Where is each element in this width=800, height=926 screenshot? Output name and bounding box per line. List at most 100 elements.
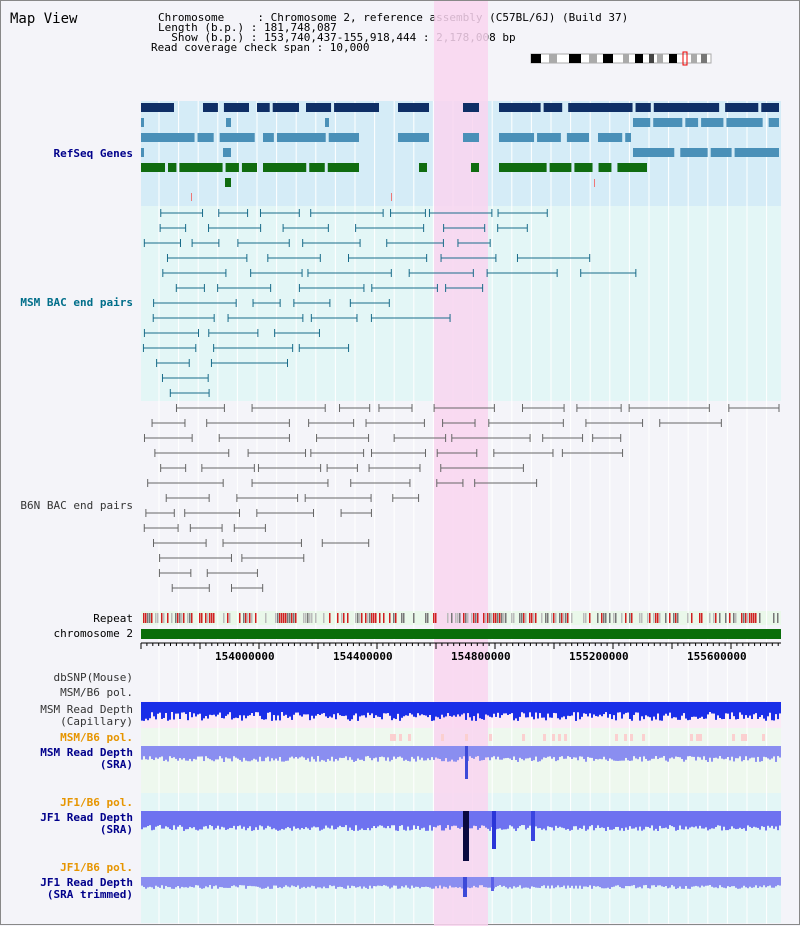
repeat-mark <box>729 613 731 623</box>
jf1-sra-depth-bar <box>575 811 577 827</box>
jf1-trimmed-depth-bar <box>749 877 751 887</box>
jf1-sra-depth-bar <box>603 811 605 829</box>
repeat-mark <box>155 613 157 623</box>
msm-sra-depth-bar <box>511 746 513 761</box>
jf1-sra-depth-bar <box>769 811 771 828</box>
msm-sra-depth-bar <box>193 746 195 759</box>
jf1-sra-depth-bar <box>377 811 379 827</box>
repeat-mark <box>161 613 163 623</box>
jf1-trimmed-depth-bar <box>229 877 231 888</box>
msm-capillary-depth-bar <box>547 702 549 714</box>
jf1-sra-depth-bar <box>755 811 757 828</box>
msm-capillary-depth-bar <box>685 702 687 719</box>
msm-sra-depth-bar <box>615 746 617 761</box>
msm-capillary-depth-bar <box>625 702 627 713</box>
repeat-mark <box>519 613 521 623</box>
msm-sra-depth-bar <box>619 746 621 761</box>
msm-capillary-depth-bar <box>151 702 153 713</box>
repeat-mark <box>227 613 229 623</box>
jf1-trimmed-depth-bar <box>771 877 773 888</box>
msm-capillary-depth-bar <box>161 702 163 719</box>
msm-sra-depth-bar <box>429 746 431 761</box>
msm-capillary-depth-bar <box>711 702 713 714</box>
jf1-trimmed-depth-bar <box>301 877 303 888</box>
jf1-sra-depth-bar <box>499 811 501 829</box>
msm-b6-pol-heat-2 <box>465 734 468 741</box>
msm-capillary-depth-bar <box>291 702 293 720</box>
msm-sra-depth-bar <box>399 746 401 757</box>
repeat-mark <box>487 613 489 623</box>
msm-capillary-depth-bar <box>751 702 753 720</box>
refseq-gene-block <box>598 133 623 142</box>
msm-sra-depth-bar <box>357 746 359 759</box>
msm-capillary-depth-bar <box>313 702 315 719</box>
jf1-trimmed-depth-bar <box>461 877 463 889</box>
msm-capillary-depth-bar <box>529 702 531 713</box>
msm-capillary-depth-bar <box>393 702 395 719</box>
jf1-trimmed-depth-bar <box>435 877 437 887</box>
repeat-mark <box>277 613 279 623</box>
jf1-sra-depth-bar <box>437 811 439 826</box>
jf1-trimmed-depth-bar <box>321 877 323 889</box>
msm-capillary-depth-bar <box>761 702 763 716</box>
msm-sra-depth-bar <box>267 746 269 757</box>
msm-sra-depth-bar <box>713 746 715 758</box>
msm-capillary-depth-bar <box>639 702 641 721</box>
msm-sra-depth-bar <box>499 746 501 760</box>
msm-capillary-depth-bar <box>359 702 361 717</box>
msm-sra-depth-bar <box>705 746 707 761</box>
msm-capillary-depth-bar <box>731 702 733 713</box>
msm-capillary-depth-bar <box>283 702 285 716</box>
jf1-trimmed-depth-bar <box>685 877 687 886</box>
msm-capillary-depth-bar <box>201 702 203 721</box>
msm-sra-depth-bar <box>461 746 463 759</box>
jf1-trimmed-depth-bar <box>655 877 657 888</box>
msm-sra-depth-bar <box>611 746 613 760</box>
msm-capillary-depth-bar <box>187 702 189 721</box>
msm-capillary-depth-bar <box>347 702 349 720</box>
jf1-trimmed-depth-bar <box>241 877 243 886</box>
jf1-sra-depth-bar <box>231 811 233 829</box>
jf1-trimmed-depth-bar <box>745 877 747 888</box>
jf1-sra-depth-bar <box>523 811 525 826</box>
jf1-trimmed-depth-bar <box>225 877 227 888</box>
jf1-sra-depth-bar <box>361 811 363 829</box>
jf1-sra-depth-bar <box>215 811 217 829</box>
msm-sra-depth-bar <box>319 746 321 762</box>
repeat-mark <box>609 613 611 623</box>
jf1-sra-depth-bar <box>671 811 673 827</box>
jf1-trimmed-depth-bar <box>743 877 745 886</box>
jf1-trimmed-depth-bar <box>481 877 483 886</box>
msm-capillary-depth-bar <box>723 702 725 719</box>
refseq-gene-block <box>226 118 231 127</box>
jf1-sra-depth-bar <box>263 811 265 830</box>
repeat-mark <box>545 613 547 623</box>
axis-tick-label: 154800000 <box>451 650 511 663</box>
msm-capillary-depth-bar <box>471 702 473 721</box>
msm-capillary-depth-bar <box>669 702 671 713</box>
msm-capillary-depth-bar <box>483 702 485 720</box>
repeat-mark <box>291 613 293 623</box>
msm-capillary-depth-bar <box>351 702 353 720</box>
jf1-trimmed-depth-bar <box>581 877 583 889</box>
ideogram-band <box>649 54 654 63</box>
repeat-mark <box>281 613 283 623</box>
msm-capillary-depth-bar <box>195 702 197 717</box>
jf1-trimmed-depth-bar <box>681 877 683 889</box>
msm-capillary-depth-bar <box>585 702 587 714</box>
msm-sra-depth-bar <box>621 746 623 761</box>
jf1-sra-depth-bar <box>169 811 171 830</box>
jf1-trimmed-depth-bar <box>327 877 329 889</box>
jf1-sra-depth-bar <box>399 811 401 826</box>
repeat-mark <box>395 613 397 623</box>
jf1-trimmed-depth-bar <box>469 877 471 889</box>
jf1-trimmed-depth-bar <box>345 877 347 889</box>
msm-sra-depth-bar <box>567 746 569 757</box>
msm-sra-depth-bar <box>387 746 389 758</box>
msm-capillary-depth-bar <box>657 702 659 714</box>
msm-sra-depth-bar <box>363 746 365 762</box>
msm-capillary-depth-bar <box>141 702 143 721</box>
jf1-sra-depth-bar <box>315 811 317 828</box>
jf1-sra-depth-bar <box>141 811 143 830</box>
